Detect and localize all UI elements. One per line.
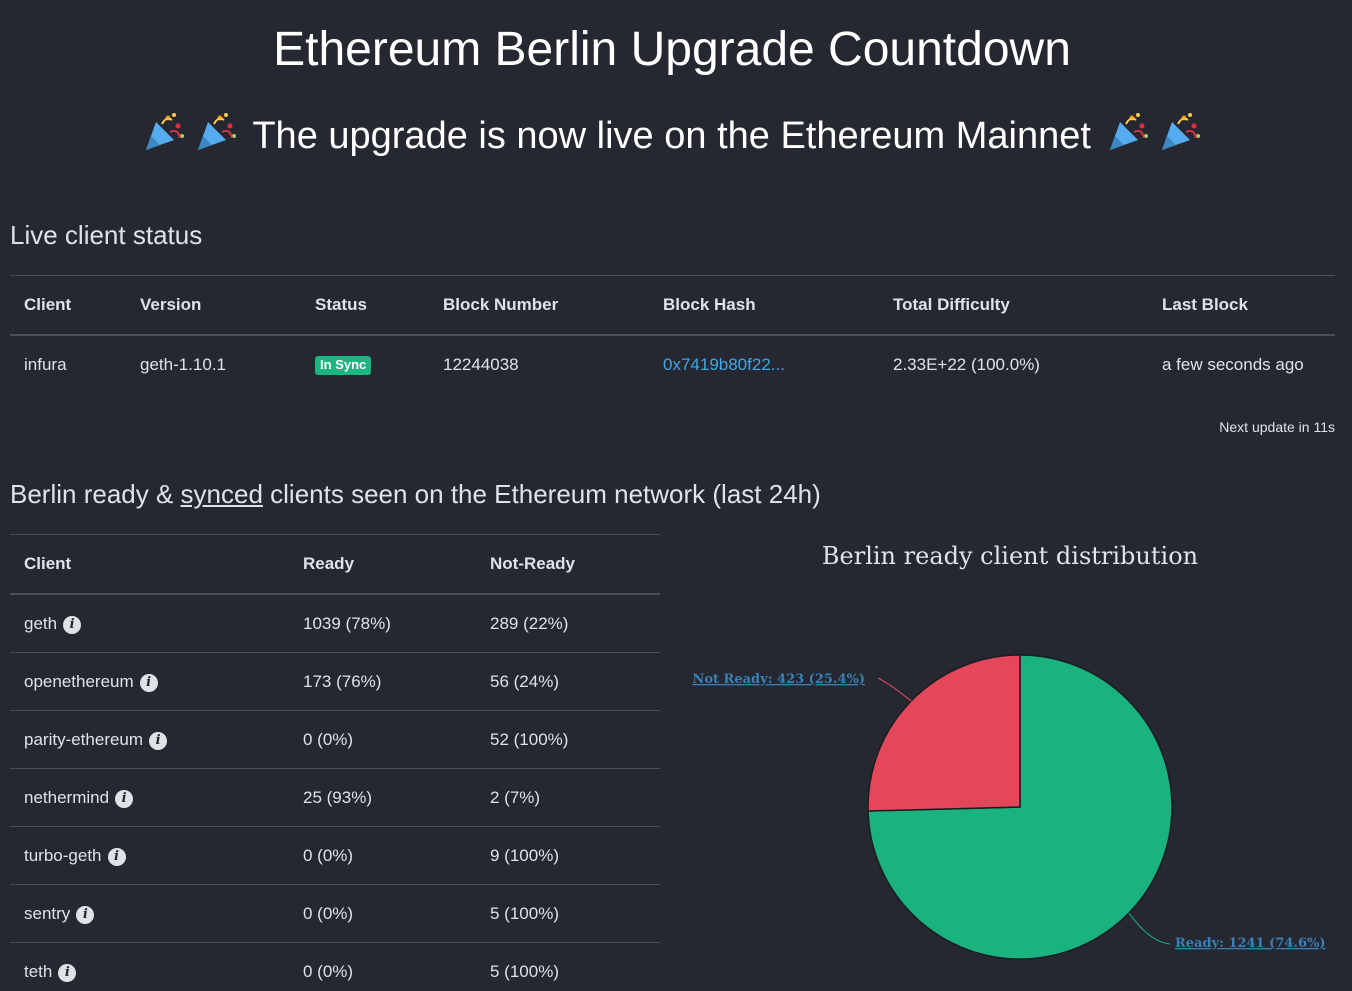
next-update-text: Next update in 11s <box>1219 419 1335 435</box>
version-cell: geth-1.10.1 <box>140 354 227 374</box>
info-icon[interactable]: i <box>63 615 82 634</box>
pie-label-ready[interactable]: Ready: 1241 (74.6%) <box>1175 936 1326 951</box>
chart-title: Berlin ready client distribution <box>821 542 1199 570</box>
client-cell: geth i <box>10 594 289 653</box>
table-row: openethereum i 173 (76%) 56 (24%) <box>10 652 660 711</box>
table-row: sentry i 0 (0%) 5 (100%) <box>10 884 660 943</box>
info-icon[interactable]: i <box>76 905 95 924</box>
not-ready-cell: 5 (100%) <box>476 942 660 991</box>
client-name: sentry <box>24 903 71 923</box>
client-cell: sentry i <box>10 884 289 943</box>
live-status-heading: Live client status <box>10 220 203 250</box>
pie-label-not-ready[interactable]: Not Ready: 423 (25.4%) <box>692 672 865 687</box>
client-name: openethereum <box>24 671 134 691</box>
ready-cell: 173 (76%) <box>289 652 476 711</box>
ready-cell: 0 (0%) <box>289 710 476 769</box>
client-name: nethermind <box>24 787 110 807</box>
client-cell: nethermind i <box>10 768 289 827</box>
column-header: Version <box>126 275 301 336</box>
client-cell: turbo-geth i <box>10 826 289 885</box>
info-icon[interactable]: i <box>107 847 126 866</box>
client-name: turbo-geth <box>24 845 102 865</box>
column-header: Status <box>301 275 429 336</box>
block-hash-cell: 0x7419b80f22... <box>649 335 879 393</box>
client-cell: teth i <box>10 942 289 991</box>
subtitle: The upgrade is now live on the Ethereum … <box>0 110 1344 158</box>
synced-link[interactable]: synced <box>180 479 263 509</box>
not-ready-cell: 9 (100%) <box>476 826 660 885</box>
subtitle-text: The upgrade is now live on the Ethereum … <box>252 115 1091 157</box>
live-status-table: Client Version Status Block Number Block… <box>10 275 1335 393</box>
client-cell: infura <box>24 354 67 374</box>
info-icon[interactable]: i <box>139 673 158 692</box>
table-row: teth i 0 (0%) 5 (100%) <box>10 942 660 991</box>
table-row: nethermind i 25 (93%) 2 (7%) <box>10 768 660 827</box>
table-row: turbo-geth i 0 (0%) 9 (100%) <box>10 826 660 885</box>
column-header: Client <box>10 275 126 336</box>
total-difficulty-cell: 2.33E+22 (100.0%) <box>893 354 1040 374</box>
pie-label-not-ready-leader-line <box>877 677 912 702</box>
page-title: Ethereum Berlin Upgrade Countdown <box>273 23 1071 76</box>
pie-slice-ready[interactable] <box>867 654 1173 960</box>
info-icon[interactable]: i <box>115 789 134 808</box>
client-cell: parity-ethereum i <box>10 710 289 769</box>
not-ready-cell: 52 (100%) <box>476 710 660 769</box>
not-ready-cell: 2 (7%) <box>476 768 660 827</box>
pie-slice-not-ready[interactable] <box>867 654 1021 812</box>
pie-label-ready-leader-line <box>1128 912 1171 945</box>
status-badge: In Sync <box>315 356 372 375</box>
table-header-row: Client Ready Not-Ready <box>10 534 660 595</box>
column-header: Block Number <box>429 275 649 336</box>
heading-suffix: clients seen on the Ethereum network (la… <box>262 479 821 509</box>
table-row: infura geth-1.10.1 In Sync 12244038 0x74… <box>10 335 1335 393</box>
not-ready-cell: 289 (22%) <box>476 594 660 653</box>
party-popper-icon <box>146 113 185 150</box>
party-popper-icon <box>1161 113 1200 150</box>
table-row: parity-ethereum i 0 (0%) 52 (100%) <box>10 710 660 769</box>
pie-chart: Berlin ready client distribution Not Rea… <box>680 534 1352 991</box>
client-name: teth <box>24 961 53 981</box>
block-hash-link[interactable]: 0x7419b80f22... <box>663 354 785 374</box>
not-ready-cell: 5 (100%) <box>476 884 660 943</box>
client-name: parity-ethereum <box>24 729 144 749</box>
ready-cell: 0 (0%) <box>289 884 476 943</box>
heading-prefix: Berlin ready & <box>10 479 181 509</box>
status-cell: In Sync <box>301 335 429 393</box>
pie-chart-svg: Not Ready: 423 (25.4%) Ready: 1241 (74.6%… <box>692 654 1326 960</box>
ready-cell: 1039 (78%) <box>289 594 476 653</box>
info-icon[interactable]: i <box>149 731 168 750</box>
column-header: Block Hash <box>649 275 879 336</box>
ready-cell: 0 (0%) <box>289 942 476 991</box>
column-header: Ready <box>289 534 476 595</box>
not-ready-cell: 56 (24%) <box>476 652 660 711</box>
party-popper-icon <box>1109 113 1148 150</box>
info-icon[interactable]: i <box>58 963 77 982</box>
column-header: Last Block <box>1148 275 1335 336</box>
party-popper-icon <box>198 113 237 150</box>
column-header: Not-Ready <box>476 534 660 595</box>
table-header-row: Client Version Status Block Number Block… <box>10 275 1335 336</box>
table-row: geth i 1039 (78%) 289 (22%) <box>10 594 660 653</box>
column-header: Total Difficulty <box>879 275 1148 336</box>
ready-cell: 0 (0%) <box>289 826 476 885</box>
column-header: Client <box>10 534 289 595</box>
ready-clients-table: Client Ready Not-Ready geth i 1039 (78%) 28… <box>10 534 660 991</box>
last-block-cell: a few seconds ago <box>1162 354 1304 374</box>
ready-section-heading: Berlin ready & synced clients seen on th… <box>10 479 821 510</box>
block-number-cell: 12244038 <box>443 354 519 374</box>
client-cell: openethereum i <box>10 652 289 711</box>
ready-cell: 25 (93%) <box>289 768 476 827</box>
client-name: geth <box>24 613 58 633</box>
